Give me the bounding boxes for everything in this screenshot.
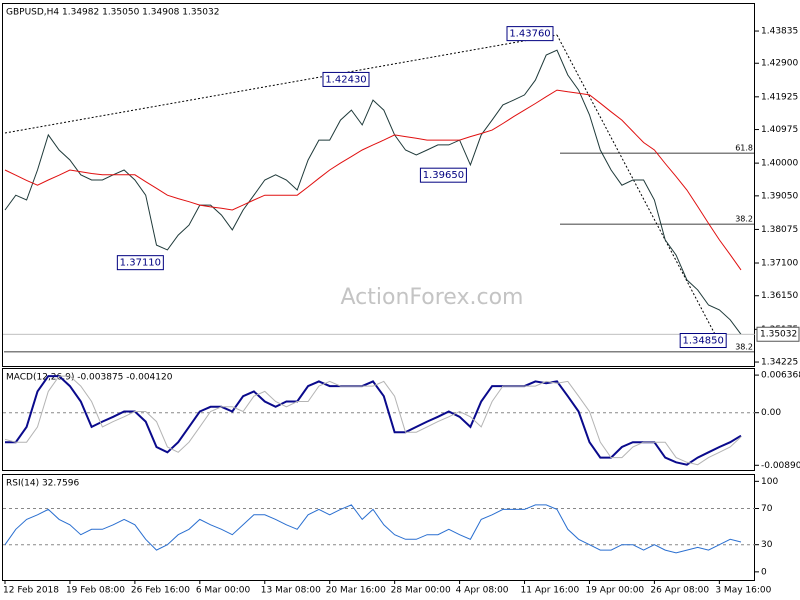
price-label-box <box>116 255 164 271</box>
y-tick-label: 1.38075 <box>761 225 798 235</box>
price-label-box <box>679 333 727 349</box>
y-tick-label: 1.41925 <box>761 92 798 102</box>
price-label: 1.42430 <box>325 74 366 85</box>
watermark: ActionForex.com <box>341 285 524 310</box>
rsi-panel <box>2 474 755 581</box>
trend-line <box>556 34 719 341</box>
x-tick-label: 26 Feb 16:00 <box>131 586 190 596</box>
series-line <box>5 375 742 466</box>
x-tick-label: 13 Mar 08:00 <box>261 586 321 596</box>
fib-label: 38.2 <box>735 342 753 351</box>
price-label: 1.39650 <box>423 170 464 181</box>
last-price-box <box>756 326 800 342</box>
x-tick-label: 4 Apr 08:00 <box>456 586 509 596</box>
x-tick-label: 11 Apr 16:00 <box>521 586 580 596</box>
fib-label: 61.8 <box>735 144 753 153</box>
y-tick-label: 70 <box>761 504 773 514</box>
macd-panel <box>2 368 755 471</box>
series-line <box>4 89 742 271</box>
x-tick-label: 19 Apr 00:00 <box>585 586 644 596</box>
y-tick-label: 1.37100 <box>761 259 798 269</box>
series-line <box>4 504 742 554</box>
y-tick-label: 1.36150 <box>761 291 798 301</box>
y-tick-label: 100 <box>761 477 778 487</box>
y-tick-label: 1.40000 <box>761 159 798 169</box>
panel-title: GBPUSD,H4 1.34982 1.35050 1.34908 1.3503… <box>6 8 219 18</box>
x-tick-label: 20 Mar 16:00 <box>326 586 386 596</box>
panel-title: RSI(14) 32.7596 <box>6 479 79 489</box>
y-tick-label: 0.006368 <box>761 371 800 381</box>
price-label: 1.43760 <box>509 29 550 40</box>
x-tick-label: 12 Feb 2018 <box>3 586 59 596</box>
price-panel <box>2 3 755 367</box>
price-label-box <box>322 71 370 87</box>
panel-title: MACD(12,26,9) -0.003875 -0.004120 <box>6 373 173 383</box>
y-tick-label: -0.008903 <box>761 461 800 471</box>
trend-line <box>4 34 558 134</box>
x-tick-label: 28 Mar 00:00 <box>391 586 451 596</box>
x-tick-label: 19 Feb 08:00 <box>66 586 125 596</box>
x-tick-label: 26 Apr 08:00 <box>650 586 709 596</box>
price-label: 1.34850 <box>682 336 723 347</box>
y-tick-label: 0 <box>761 567 767 577</box>
series-line <box>4 49 742 335</box>
y-tick-label: 1.43835 <box>761 27 798 37</box>
x-tick-label: 6 Mar 00:00 <box>196 586 251 596</box>
price-label-box <box>419 167 467 183</box>
y-tick-label: 1.34225 <box>761 358 798 368</box>
y-tick-label: 0.00 <box>761 408 781 418</box>
y-tick-label: 30 <box>761 540 773 550</box>
y-tick-label: 1.40975 <box>761 125 798 135</box>
series-line <box>4 375 742 466</box>
y-tick-label: 1.42900 <box>761 59 798 69</box>
y-tick-label: 1.39050 <box>761 191 798 201</box>
price-label: 1.37110 <box>120 258 161 269</box>
last-price-label: 1.35032 <box>760 330 797 340</box>
x-tick-label: 3 May 16:00 <box>715 586 771 596</box>
fib-label: 38.2 <box>735 215 753 224</box>
price-label-box <box>506 26 554 42</box>
